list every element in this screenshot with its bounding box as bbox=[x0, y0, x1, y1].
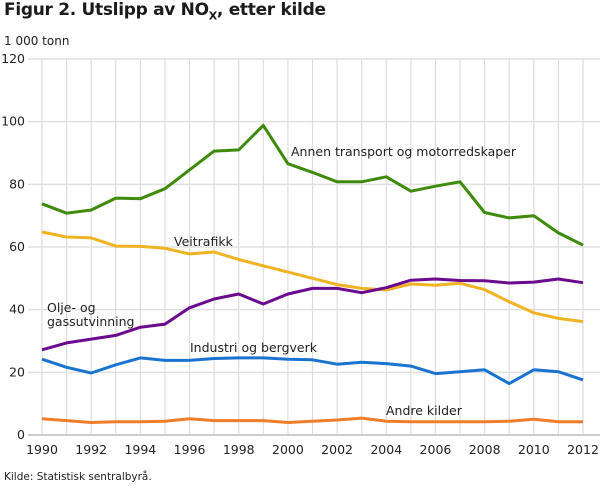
source-note: Kilde: Statistisk sentralbyrå. bbox=[4, 471, 152, 483]
series-lines bbox=[41, 123, 584, 424]
label-veitrafikk: Veitrafikk bbox=[174, 234, 234, 249]
x-tick-label: 2012 bbox=[567, 442, 599, 457]
x-tick-label: 1992 bbox=[75, 442, 107, 457]
series-line-3 bbox=[41, 356, 584, 386]
label-annen-transport: Annen transport og motorredskaper bbox=[291, 144, 517, 159]
y-axis-unit-label: 1 000 tonn bbox=[4, 34, 70, 48]
x-tick-label: 1996 bbox=[174, 442, 206, 457]
y-axis: 0 20 40 60 80 100 120 bbox=[1, 51, 25, 442]
title-main: Figur 2. Utslipp av NO bbox=[4, 0, 209, 20]
y-tick-label: 20 bbox=[9, 364, 25, 379]
x-tick-label: 1990 bbox=[26, 442, 58, 457]
label-industri-og-bergverk: Industri og bergverk bbox=[190, 340, 318, 355]
series-line-2 bbox=[41, 277, 584, 352]
y-tick-label: 80 bbox=[9, 176, 25, 191]
label-olje-og-gass-line2: gassutvinning bbox=[47, 314, 135, 329]
series-labels: Annen transport og motorredskaper Veitra… bbox=[47, 144, 517, 418]
y-tick-label: 40 bbox=[9, 302, 25, 317]
x-tick-label: 1998 bbox=[223, 442, 255, 457]
x-tick-label: 1994 bbox=[124, 442, 156, 457]
series-line-1 bbox=[41, 230, 584, 324]
series-line-0 bbox=[41, 123, 584, 247]
y-tick-label: 60 bbox=[9, 239, 25, 254]
x-tick-label: 2006 bbox=[420, 442, 452, 457]
y-tick-label: 100 bbox=[1, 114, 25, 129]
y-tick-label: 0 bbox=[17, 427, 25, 442]
y-tick-label: 120 bbox=[1, 51, 25, 66]
x-tick-label: 2002 bbox=[321, 442, 353, 457]
x-axis: 1990 1992 1994 1996 1998 2000 2002 2004 2006 2008… bbox=[26, 442, 599, 457]
x-tick-label: 2000 bbox=[272, 442, 304, 457]
chart-title: Figur 2. Utslipp av NOX, etter kilde bbox=[4, 0, 326, 22]
x-tick-label: 2010 bbox=[518, 442, 550, 457]
x-tick-label: 2008 bbox=[469, 442, 501, 457]
x-tick-label: 2004 bbox=[370, 442, 402, 457]
title-rest: , etter kilde bbox=[216, 0, 326, 20]
label-olje-og-gass-line1: Olje- og bbox=[47, 300, 96, 315]
label-andre-kilder: Andre kilder bbox=[386, 403, 463, 418]
series-line-4 bbox=[41, 416, 583, 424]
title-subscript: X bbox=[208, 9, 217, 23]
